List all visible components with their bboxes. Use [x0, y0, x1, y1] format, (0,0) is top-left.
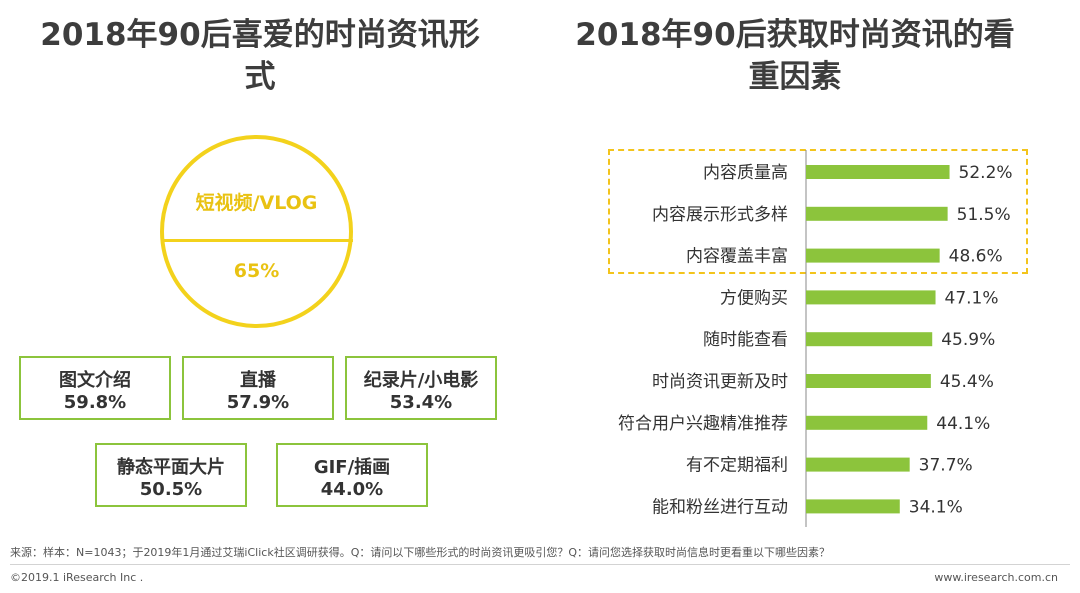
category-label: 内容展示形式多样 — [652, 205, 788, 225]
copyright: ©2019.1 iResearch Inc . — [10, 571, 144, 584]
value-label: 37.7% — [919, 456, 973, 476]
format-box: 静态平面大片 50.5% — [95, 443, 247, 507]
value-label: 51.5% — [957, 205, 1011, 225]
format-name: 静态平面大片 — [117, 457, 225, 478]
category-label: 随时能查看 — [703, 330, 788, 350]
category-label: 时尚资讯更新及时 — [652, 372, 788, 392]
bar — [806, 374, 931, 388]
bar — [806, 457, 910, 472]
highlight-dashed-box — [608, 149, 1028, 274]
value-label: 45.9% — [941, 330, 995, 350]
format-name: GIF/插画 — [313, 457, 391, 478]
format-value: 57.9% — [226, 392, 290, 413]
category-label: 内容质量高 — [703, 163, 788, 183]
website: www.iresearch.com.cn — [934, 571, 1058, 584]
format-name: 纪录片/小电影 — [363, 370, 479, 391]
bar — [806, 290, 936, 305]
value-label: 44.1% — [936, 414, 990, 434]
format-value: 44.0% — [320, 479, 384, 500]
left-title: 2018年90后喜爱的时尚资讯形式 — [40, 17, 480, 95]
format-box: 直播 57.9% — [182, 356, 334, 420]
bar — [806, 499, 900, 514]
value-label: 47.1% — [945, 288, 999, 308]
format-name: 直播 — [240, 370, 276, 391]
right-title: 2018年90后获取时尚资讯的看重因素 — [575, 17, 1015, 95]
source-note: 来源：样本：N=1043；于2019年1月通过艾瑞iClick社区调研获得。Q：… — [10, 546, 831, 559]
format-box: 图文介绍 59.8% — [19, 356, 171, 420]
value-label: 48.6% — [949, 247, 1003, 267]
format-box: GIF/插画 44.0% — [276, 443, 428, 507]
value-label: 34.1% — [909, 497, 963, 517]
hero-format-value: 65% — [233, 260, 280, 282]
category-label: 方便购买 — [720, 288, 788, 308]
hero-divider — [163, 239, 353, 242]
bar — [806, 206, 948, 221]
footer-divider — [10, 564, 1070, 565]
category-label: 内容覆盖丰富 — [686, 247, 788, 267]
bar — [806, 332, 933, 347]
hero-circle — [160, 135, 353, 328]
format-value: 53.4% — [389, 392, 453, 413]
format-value: 59.8% — [63, 392, 127, 413]
category-label: 符合用户兴趣精准推荐 — [618, 414, 788, 434]
value-label: 45.4% — [940, 372, 994, 392]
category-label: 有不定期福利 — [686, 456, 788, 476]
bar — [806, 415, 928, 430]
value-label: 52.2% — [959, 163, 1013, 183]
format-name: 图文介绍 — [59, 370, 131, 391]
format-box: 纪录片/小电影 53.4% — [345, 356, 497, 420]
hero-format-label: 短视频/VLOG — [195, 192, 318, 214]
bar — [806, 248, 940, 263]
bar — [806, 165, 950, 179]
format-value: 50.5% — [139, 479, 203, 500]
category-label: 能和粉丝进行互动 — [652, 497, 788, 517]
